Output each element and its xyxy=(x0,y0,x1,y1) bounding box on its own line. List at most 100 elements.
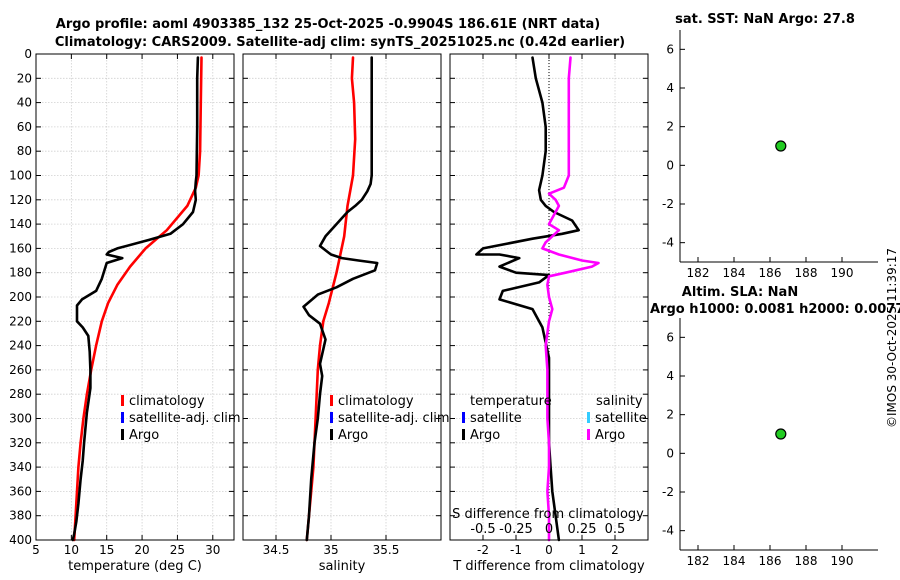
legend-heading-temperature: temperature xyxy=(470,394,552,409)
legend-swatch xyxy=(330,395,333,406)
difference-panel: -2 -1 0 1 2 T difference from climatology temp… xyxy=(449,53,649,574)
credit-text: ©IMOS 30-Oct-2025 11:39:17 xyxy=(885,248,899,428)
y-tick-label: 100 xyxy=(9,169,32,183)
x-tick-label: 2 xyxy=(611,543,619,557)
x-tick-label: 182 xyxy=(687,266,710,280)
x-tick-label: 190 xyxy=(831,554,854,568)
series-climatology xyxy=(72,56,203,542)
legend-label: satellite xyxy=(595,411,647,426)
x-tick-label: 34.5 xyxy=(263,543,290,557)
legend-swatch xyxy=(587,429,590,440)
y-tick-label: -2 xyxy=(662,485,674,499)
legend-swatch xyxy=(121,429,124,440)
top-tick-label: 0.5 xyxy=(605,522,626,537)
y-tick-label: 60 xyxy=(17,120,32,134)
top-axis-label: S difference from climatology xyxy=(452,507,644,522)
sla-title-line-2: Argo h1000: 0.0081 h2000: 0.0077 xyxy=(650,302,900,317)
x-tick-label: 186 xyxy=(759,266,782,280)
legend-swatch xyxy=(587,412,590,423)
x-tick-label: 30 xyxy=(205,543,220,557)
y-tick-label: -4 xyxy=(662,236,674,250)
y-tick-label: 220 xyxy=(9,314,32,328)
x-axis-label: temperature (deg C) xyxy=(68,559,202,574)
legend-label: satellite-adj. clim xyxy=(129,411,241,426)
legend-label: Argo xyxy=(129,428,159,443)
x-tick-label: 35 xyxy=(323,543,338,557)
x-tick-label: 35.5 xyxy=(373,543,400,557)
y-tick-label: 2 xyxy=(666,120,674,134)
y-tick-label: 180 xyxy=(9,266,32,280)
x-tick-label: 184 xyxy=(723,554,746,568)
y-tick-label: -4 xyxy=(662,524,674,538)
legend-swatch xyxy=(330,412,333,423)
x-tick-label: 186 xyxy=(759,554,782,568)
y-tick-label: 120 xyxy=(9,193,32,207)
x-tick-label: 188 xyxy=(795,554,818,568)
sst-title: sat. SST: NaN Argo: 27.8 xyxy=(675,12,855,27)
y-tick-label: 20 xyxy=(17,71,32,85)
sla-title-line-1: Altim. SLA: NaN xyxy=(682,285,798,300)
y-tick-label: 6 xyxy=(666,42,674,56)
legend-label: satellite-adj. clim xyxy=(338,411,450,426)
x-axis-label: salinity xyxy=(319,559,366,574)
x-tick-label: 182 xyxy=(687,554,710,568)
x-tick-label: 25 xyxy=(170,543,185,557)
y-tick-label: 380 xyxy=(9,509,32,523)
x-tick-label: 1 xyxy=(578,543,586,557)
sst-panel: -4 -2 0 2 4 6 182 184 186 188 190 xyxy=(662,30,878,280)
legend-swatch xyxy=(121,412,124,423)
y-tick-label: 4 xyxy=(666,369,674,383)
temperature-panel: 5 10 15 20 25 3002040608010012014016018020022… xyxy=(9,47,241,574)
y-tick-label: 240 xyxy=(9,339,32,353)
legend-label: Argo xyxy=(470,428,500,443)
x-tick-label: 184 xyxy=(723,266,746,280)
y-tick-label: 0 xyxy=(666,158,674,172)
y-tick-label: 280 xyxy=(9,387,32,401)
y-tick-label: 300 xyxy=(9,412,32,426)
top-tick-label: -0.25 xyxy=(499,522,533,537)
legend-swatch xyxy=(330,429,333,440)
legend-swatch xyxy=(462,412,465,423)
x-axis-label: T difference from climatology xyxy=(452,559,645,574)
y-tick-label: 2 xyxy=(666,408,674,422)
y-tick-label: 40 xyxy=(17,96,32,110)
x-tick-label: -1 xyxy=(510,543,522,557)
x-tick-label: 15 xyxy=(99,543,114,557)
legend-label: Argo xyxy=(595,428,625,443)
y-tick-label: 400 xyxy=(9,533,32,547)
legend-heading-salinity: salinity xyxy=(596,394,643,409)
legend-label: climatology xyxy=(129,394,205,409)
x-tick-label: 5 xyxy=(32,543,40,557)
x-tick-label: 190 xyxy=(831,266,854,280)
title-line-1: Argo profile: aoml 4903385_132 25-Oct-20… xyxy=(56,17,600,32)
series-salinity-argo xyxy=(541,56,600,542)
salinity-panel: 34.5 35 35.5 salinity climatology satellite-a… xyxy=(242,53,450,574)
y-tick-label: 200 xyxy=(9,290,32,304)
sla-panel: -4 -2 0 2 4 6 182 184 186 188 190 xyxy=(662,318,878,568)
y-tick-label: 320 xyxy=(9,436,32,450)
y-tick-label: 340 xyxy=(9,460,32,474)
data-point xyxy=(775,140,787,152)
top-tick-label: -0.5 xyxy=(470,522,495,537)
legend-label: satellite xyxy=(470,411,522,426)
legend-label: climatology xyxy=(338,394,414,409)
y-tick-label: 4 xyxy=(666,81,674,95)
y-tick-label: 80 xyxy=(17,144,32,158)
top-tick-label: 0.25 xyxy=(568,522,597,537)
plot-frame xyxy=(242,53,442,541)
plot-frame xyxy=(449,53,649,541)
y-tick-label: 6 xyxy=(666,330,674,344)
legend-swatch xyxy=(121,395,124,406)
series-temperature-argo xyxy=(475,56,581,542)
y-tick-label: 160 xyxy=(9,241,32,255)
x-tick-label: 20 xyxy=(134,543,149,557)
top-tick-label: 0 xyxy=(545,522,553,537)
x-tick-label: 0 xyxy=(545,543,553,557)
plot-frame xyxy=(35,53,235,541)
data-point xyxy=(775,428,787,440)
title-line-2: Climatology: CARS2009. Satellite-adj cli… xyxy=(55,35,625,50)
x-tick-label: 10 xyxy=(64,543,79,557)
x-tick-label: 188 xyxy=(795,266,818,280)
